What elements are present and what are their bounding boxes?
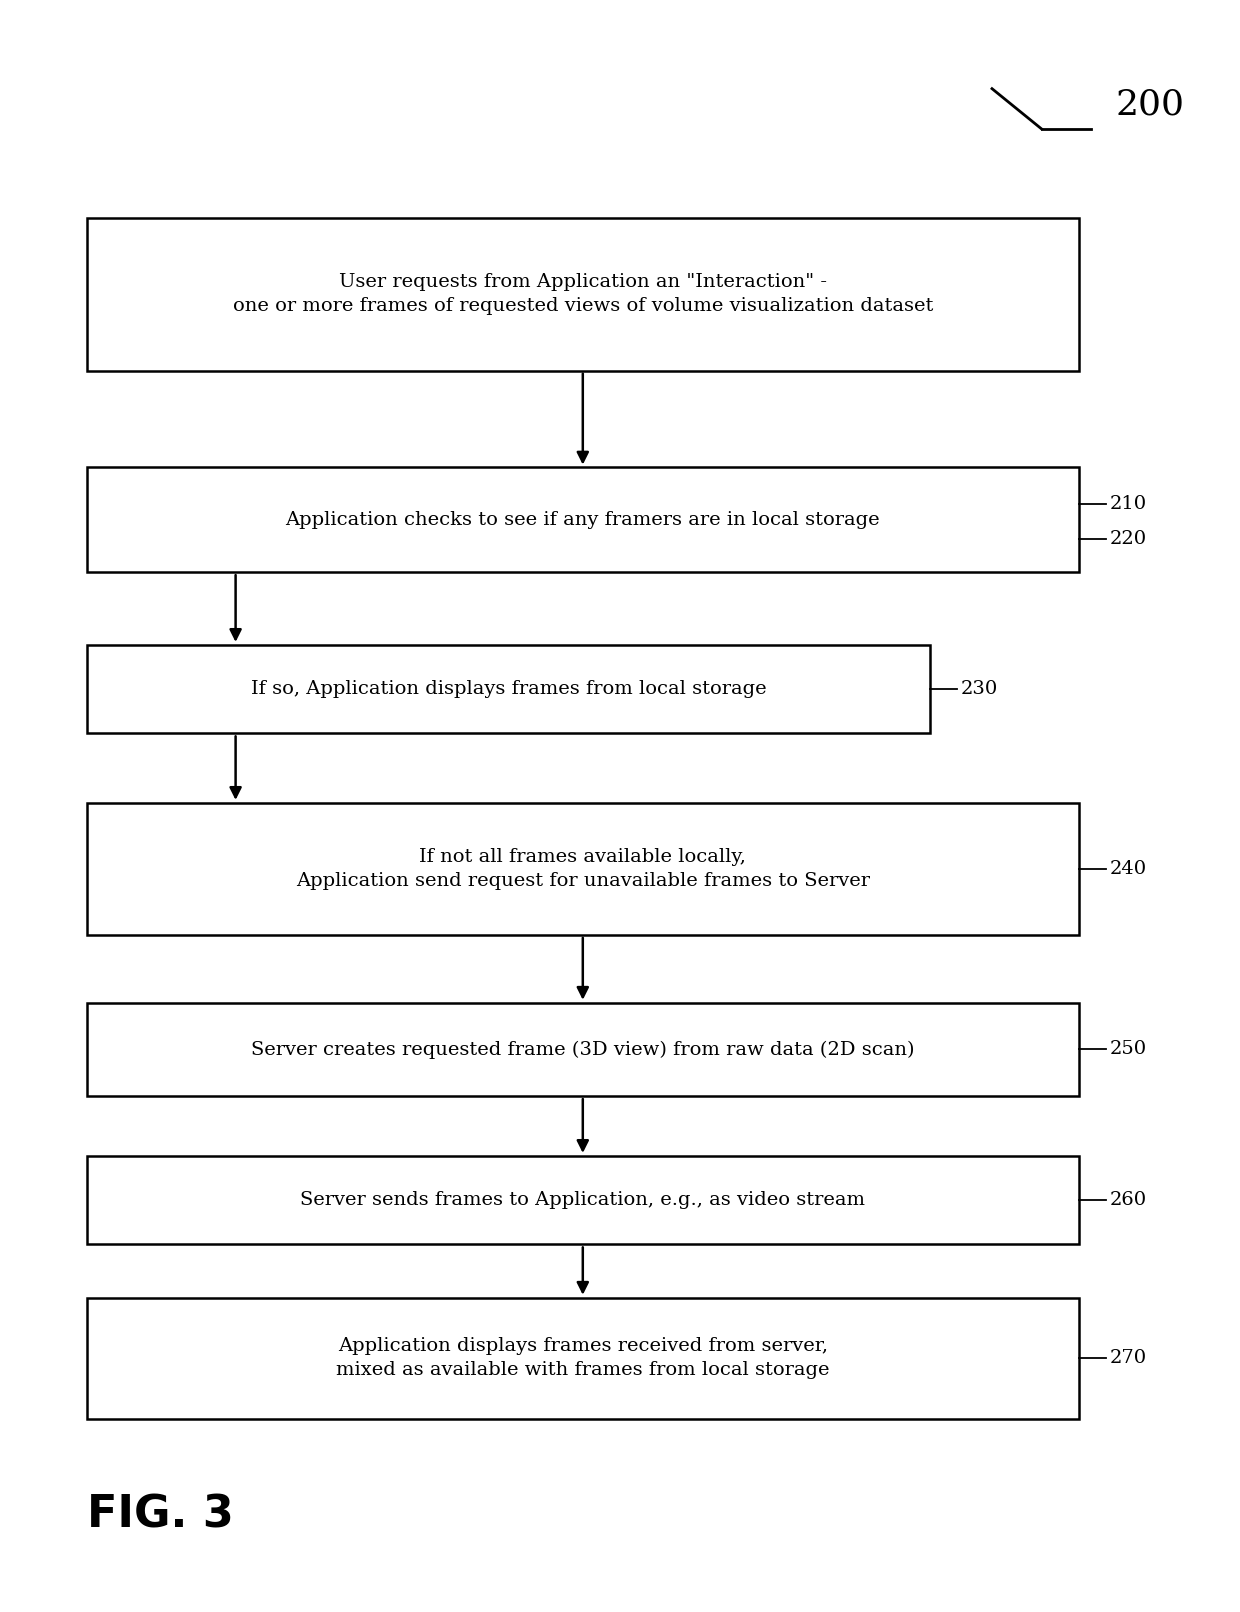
Text: Application checks to see if any framers are in local storage: Application checks to see if any framers… <box>285 511 880 529</box>
FancyBboxPatch shape <box>87 1156 1079 1244</box>
Text: Application displays frames received from server,
mixed as available with frames: Application displays frames received fro… <box>336 1338 830 1378</box>
Text: User requests from Application an "Interaction" -
one or more frames of requeste: User requests from Application an "Inter… <box>233 274 932 314</box>
FancyBboxPatch shape <box>87 1003 1079 1096</box>
Text: 260: 260 <box>1110 1191 1147 1209</box>
Text: 210: 210 <box>1110 495 1147 513</box>
Text: 230: 230 <box>961 680 998 698</box>
FancyBboxPatch shape <box>87 1298 1079 1419</box>
FancyBboxPatch shape <box>87 803 1079 935</box>
Text: Server creates requested frame (3D view) from raw data (2D scan): Server creates requested frame (3D view)… <box>250 1040 915 1059</box>
Text: 240: 240 <box>1110 859 1147 879</box>
Text: 250: 250 <box>1110 1040 1147 1059</box>
FancyBboxPatch shape <box>87 645 930 733</box>
Text: If not all frames available locally,
Application send request for unavailable fr: If not all frames available locally, App… <box>296 848 869 890</box>
Text: Server sends frames to Application, e.g., as video stream: Server sends frames to Application, e.g.… <box>300 1191 866 1209</box>
Text: If so, Application displays frames from local storage: If so, Application displays frames from … <box>250 680 766 698</box>
FancyBboxPatch shape <box>87 467 1079 572</box>
Text: 270: 270 <box>1110 1349 1147 1367</box>
Text: 220: 220 <box>1110 530 1147 548</box>
Text: 200: 200 <box>1116 87 1185 123</box>
FancyBboxPatch shape <box>87 218 1079 371</box>
Text: FIG. 3: FIG. 3 <box>87 1494 233 1536</box>
